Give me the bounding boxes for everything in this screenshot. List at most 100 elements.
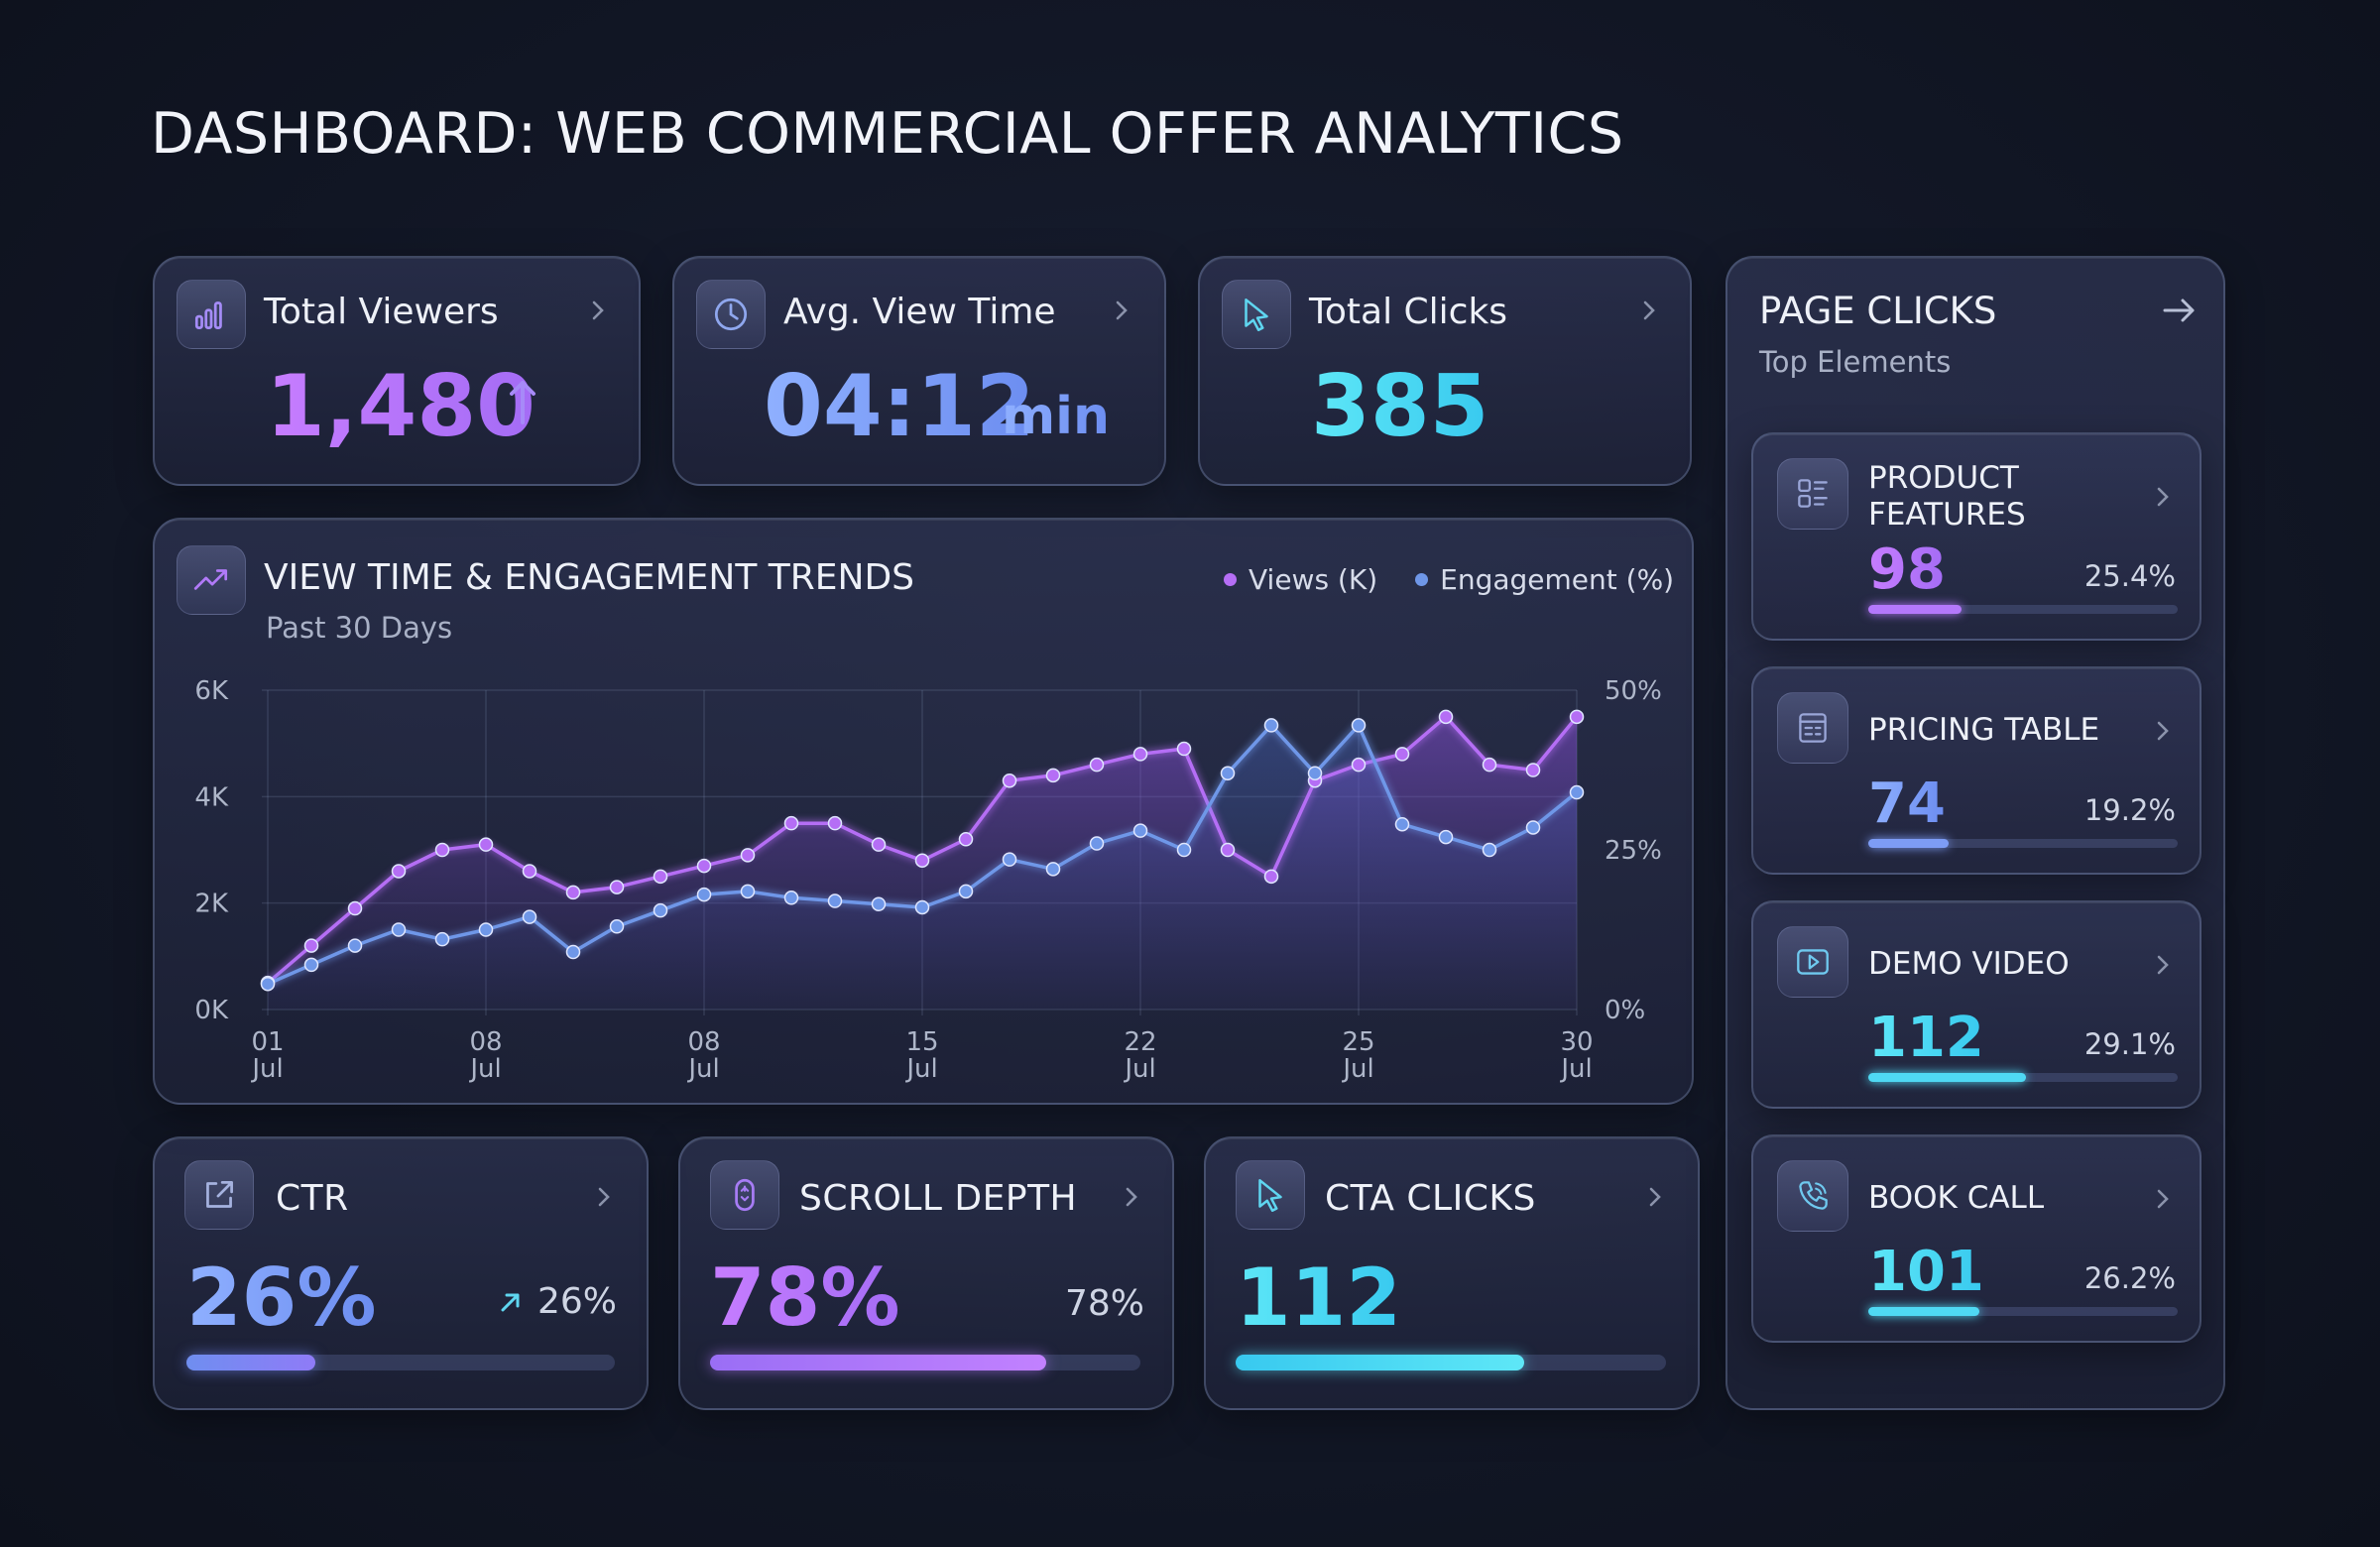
data-point: [478, 837, 494, 852]
x-tick-label: Jul: [468, 1054, 501, 1084]
cta-clicks-card[interactable]: CTA CLICKS 112: [1204, 1136, 1700, 1410]
chevron-right-icon[interactable]: [1117, 1182, 1146, 1212]
data-point: [740, 884, 756, 899]
legend-dot-engagement: [1415, 573, 1429, 586]
data-point: [1263, 869, 1279, 885]
mouse-icon: [710, 1160, 779, 1230]
chevron-right-icon[interactable]: [1634, 296, 1664, 325]
avg-view-time-card[interactable]: Avg. View Time 04:12 min: [672, 256, 1166, 486]
page-click-item-pct: 26.2%: [2083, 1261, 2176, 1295]
data-point: [783, 891, 799, 905]
avg-view-time-value: 04:12: [764, 357, 1035, 456]
total-clicks-card[interactable]: Total Clicks 385: [1198, 256, 1692, 486]
page-click-item-pct: 29.1%: [2083, 1027, 2176, 1061]
y-right-tick-label: 50%: [1605, 676, 1662, 706]
phone-icon: [1777, 1160, 1848, 1232]
data-point: [434, 931, 450, 947]
table-icon: [1777, 692, 1848, 764]
legend-engagement: Engagement (%): [1440, 563, 1675, 596]
chevron-right-icon[interactable]: [2148, 950, 2178, 980]
data-point: [783, 815, 799, 831]
trends-subtitle: Past 30 Days: [266, 611, 453, 645]
data-point: [1569, 709, 1585, 725]
data-point: [1176, 741, 1192, 757]
data-point: [391, 864, 407, 879]
x-tick-label: 30: [1560, 1027, 1593, 1057]
data-point: [1089, 836, 1105, 851]
data-point: [1307, 766, 1323, 780]
ctr-label: CTR: [276, 1178, 349, 1219]
data-point: [958, 832, 974, 847]
data-point: [1438, 829, 1454, 845]
page-clicks-panel: PAGE CLICKS Top Elements PRODUCT FEATURE…: [1726, 256, 2225, 1410]
data-point: [1351, 718, 1367, 733]
data-point: [827, 815, 843, 831]
page-click-item-progress-track: [1868, 1307, 2178, 1316]
data-point: [1394, 747, 1410, 762]
data-point: [1132, 823, 1148, 838]
x-tick-label: 22: [1124, 1027, 1156, 1057]
chevron-right-icon[interactable]: [1640, 1182, 1670, 1212]
data-point: [565, 885, 581, 900]
data-point: [478, 922, 494, 937]
chevron-right-icon[interactable]: [583, 296, 613, 325]
chart-legend: Views (K) Engagement (%): [1224, 563, 1674, 596]
chevron-right-icon[interactable]: [2148, 482, 2178, 512]
x-tick-label: Jul: [904, 1054, 937, 1084]
data-point: [871, 837, 887, 852]
data-point: [1002, 852, 1017, 867]
y-right-tick-label: 25%: [1605, 836, 1662, 866]
page-click-item[interactable]: BOOK CALL 101 26.2%: [1751, 1134, 2202, 1343]
data-point: [1045, 862, 1061, 877]
data-point: [1002, 773, 1017, 788]
trending-up-icon: [177, 545, 246, 615]
page-click-item-name: BOOK CALL: [1868, 1180, 2045, 1216]
data-point: [914, 853, 930, 868]
page-click-item-progress-fill: [1868, 1307, 1980, 1316]
total-viewers-label: Total Viewers: [264, 292, 499, 332]
data-point: [914, 899, 930, 915]
x-tick-label: 08: [687, 1027, 720, 1057]
trends-title: VIEW TIME & ENGAGEMENT TRENDS: [264, 557, 915, 598]
scroll-depth-card[interactable]: SCROLL DEPTH 78% 78%: [678, 1136, 1174, 1410]
scroll-depth-pct: 78%: [1065, 1283, 1145, 1324]
page-click-item[interactable]: PRODUCT FEATURES 98 25.4%: [1751, 432, 2202, 641]
total-viewers-value: 1,480: [266, 357, 536, 456]
data-point: [609, 880, 625, 894]
ctr-progress-fill: [186, 1355, 315, 1370]
y-left-tick-label: 4K: [194, 782, 229, 812]
chevron-right-icon[interactable]: [589, 1182, 619, 1212]
y-right-tick-label: 0%: [1605, 996, 1645, 1025]
arrow-up-right-icon: [501, 1293, 520, 1312]
cursor-icon: [1222, 280, 1291, 349]
trends-card: VIEW TIME & ENGAGEMENT TRENDS Past 30 Da…: [153, 518, 1694, 1105]
page-click-item[interactable]: DEMO VIDEO 112 29.1%: [1751, 900, 2202, 1109]
data-point: [522, 909, 537, 924]
data-point: [958, 884, 974, 899]
data-point: [303, 957, 319, 973]
page-click-item-value: 74: [1868, 772, 1946, 836]
x-tick-label: Jul: [1341, 1054, 1373, 1084]
chevron-right-icon[interactable]: [2148, 716, 2178, 746]
page-click-item-progress-track: [1868, 605, 2178, 614]
data-point: [1220, 842, 1236, 858]
ctr-delta: 26%: [537, 1281, 618, 1322]
cta-clicks-value: 112: [1236, 1251, 1401, 1344]
y-left-tick-label: 2K: [194, 890, 229, 919]
page-click-item-value: 112: [1868, 1006, 1984, 1070]
data-point: [303, 938, 319, 953]
arrow-right-icon[interactable]: [2160, 296, 2200, 325]
data-point: [871, 896, 887, 911]
ctr-card[interactable]: CTR 26% 26%: [153, 1136, 649, 1410]
total-viewers-card[interactable]: Total Viewers 1,480: [153, 256, 641, 486]
page-click-item[interactable]: PRICING TABLE 74 19.2%: [1751, 666, 2202, 875]
chevron-right-icon[interactable]: [1107, 296, 1136, 325]
cta-clicks-label: CTA CLICKS: [1325, 1178, 1536, 1219]
data-point: [1263, 718, 1279, 733]
scroll-depth-progress-fill: [710, 1355, 1046, 1370]
page-click-item-progress-fill: [1868, 839, 1950, 848]
data-point: [653, 902, 668, 918]
chevron-right-icon[interactable]: [2148, 1184, 2178, 1214]
x-tick-label: 15: [905, 1027, 938, 1057]
data-point: [1438, 709, 1454, 725]
